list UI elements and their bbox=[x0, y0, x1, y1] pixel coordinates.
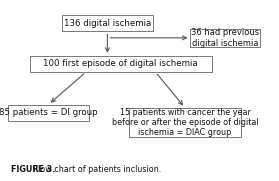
Text: 100 first episode of digital ischemia: 100 first episode of digital ischemia bbox=[44, 59, 198, 68]
Text: 36 had previous
digital ischemia: 36 had previous digital ischemia bbox=[191, 28, 259, 48]
Text: FIGURE 3.: FIGURE 3. bbox=[11, 165, 56, 174]
FancyBboxPatch shape bbox=[62, 15, 153, 31]
Text: Flow chart of patients inclusion.: Flow chart of patients inclusion. bbox=[31, 165, 162, 174]
FancyBboxPatch shape bbox=[30, 56, 212, 72]
FancyBboxPatch shape bbox=[190, 29, 260, 47]
FancyBboxPatch shape bbox=[129, 108, 241, 137]
Text: 136 digital ischemia: 136 digital ischemia bbox=[64, 19, 151, 28]
Text: 15 patients with cancer the year
before or after the episode of digital
ischemia: 15 patients with cancer the year before … bbox=[112, 108, 258, 137]
FancyBboxPatch shape bbox=[8, 105, 89, 121]
Text: 85 patients = DI group: 85 patients = DI group bbox=[0, 108, 98, 117]
